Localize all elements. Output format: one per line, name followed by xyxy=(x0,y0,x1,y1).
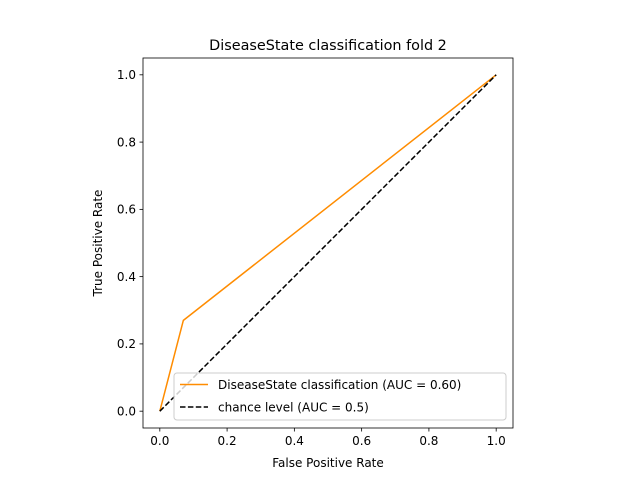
legend-box xyxy=(173,372,507,421)
y-tick-label: 0.6 xyxy=(117,203,136,217)
series-layer xyxy=(159,74,497,412)
roc-curve-line xyxy=(159,74,497,412)
x-tick-label: 0.0 xyxy=(150,434,169,448)
legend: DiseaseState classification (AUC = 0.60)… xyxy=(173,372,507,421)
y-tick-label: 0.2 xyxy=(117,337,136,351)
x-tick-label: 1.0 xyxy=(487,434,506,448)
x-tick-label: 0.6 xyxy=(352,434,371,448)
x-axis-ticks: 0.0 0.2 0.4 0.6 0.8 1.0 xyxy=(150,428,506,448)
y-tick-label: 0.4 xyxy=(117,270,136,284)
x-tick-label: 0.4 xyxy=(285,434,304,448)
chance-level-line xyxy=(159,74,497,412)
x-axis-label: False Positive Rate xyxy=(272,456,384,470)
y-tick-label: 0.8 xyxy=(117,135,136,149)
y-axis-label: True Positive Rate xyxy=(91,190,105,298)
x-tick-label: 0.2 xyxy=(218,434,237,448)
chart-title: DiseaseState classification fold 2 xyxy=(209,38,447,54)
y-tick-label: 0.0 xyxy=(117,404,136,418)
x-tick-label: 0.8 xyxy=(419,434,438,448)
legend-label-roc: DiseaseState classification (AUC = 0.60) xyxy=(218,378,461,392)
legend-label-chance: chance level (AUC = 0.5) xyxy=(218,401,369,415)
y-axis-ticks: 0.0 0.2 0.4 0.6 0.8 1.0 xyxy=(117,68,143,418)
y-tick-label: 1.0 xyxy=(117,68,136,82)
plot-area-frame xyxy=(142,57,514,429)
